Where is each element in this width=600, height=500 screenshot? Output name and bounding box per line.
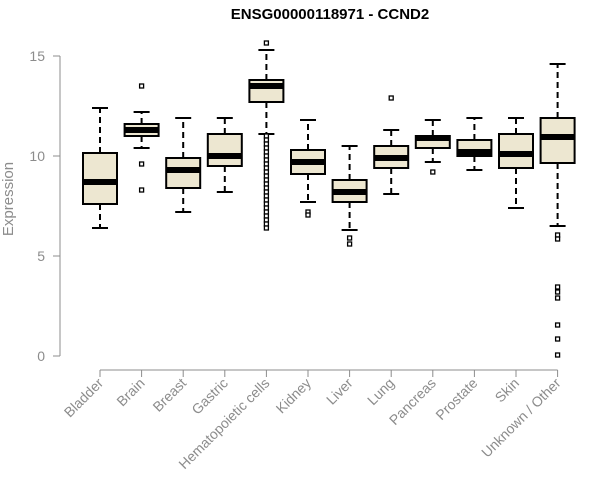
outlier-point [388,95,394,101]
outlier-point [263,225,270,231]
y-tick-label: 15 [29,48,45,64]
x-tick-label: Brain [113,375,147,409]
y-axis-label: Expression [0,162,17,236]
outlier-point [554,336,561,342]
outlier-point [305,212,311,218]
outlier-point [554,236,561,242]
outlier-point [554,289,561,295]
y-tick-label: 5 [37,248,45,264]
x-tick-label: Unknown / Other [478,375,564,461]
chart-title: ENSG00000118971 - CCND2 [230,6,430,23]
outlier-point [138,83,145,89]
outlier-point [138,161,145,167]
x-tick-label: Prostate [432,375,480,423]
outlier-point [263,40,270,46]
y-tick-label: 10 [29,148,45,164]
outlier-point [554,352,561,358]
x-tick-label: Breast [149,375,189,415]
outlier-point [138,187,145,193]
x-tick-label: Liver [323,375,356,408]
outlier-point [554,322,561,328]
y-tick-label: 0 [37,348,45,364]
box [206,133,243,167]
outlier-point [430,169,436,175]
x-tick-label: Kidney [273,375,315,417]
outlier-point [346,241,353,247]
outlier-point [554,284,561,290]
x-tick-label: Lung [364,375,397,408]
box [82,152,118,205]
x-tick-label: Bladder [61,375,107,421]
box [539,117,576,164]
outlier-point [346,235,353,241]
outlier-point [554,295,561,301]
x-tick-label: Skin [492,375,523,406]
